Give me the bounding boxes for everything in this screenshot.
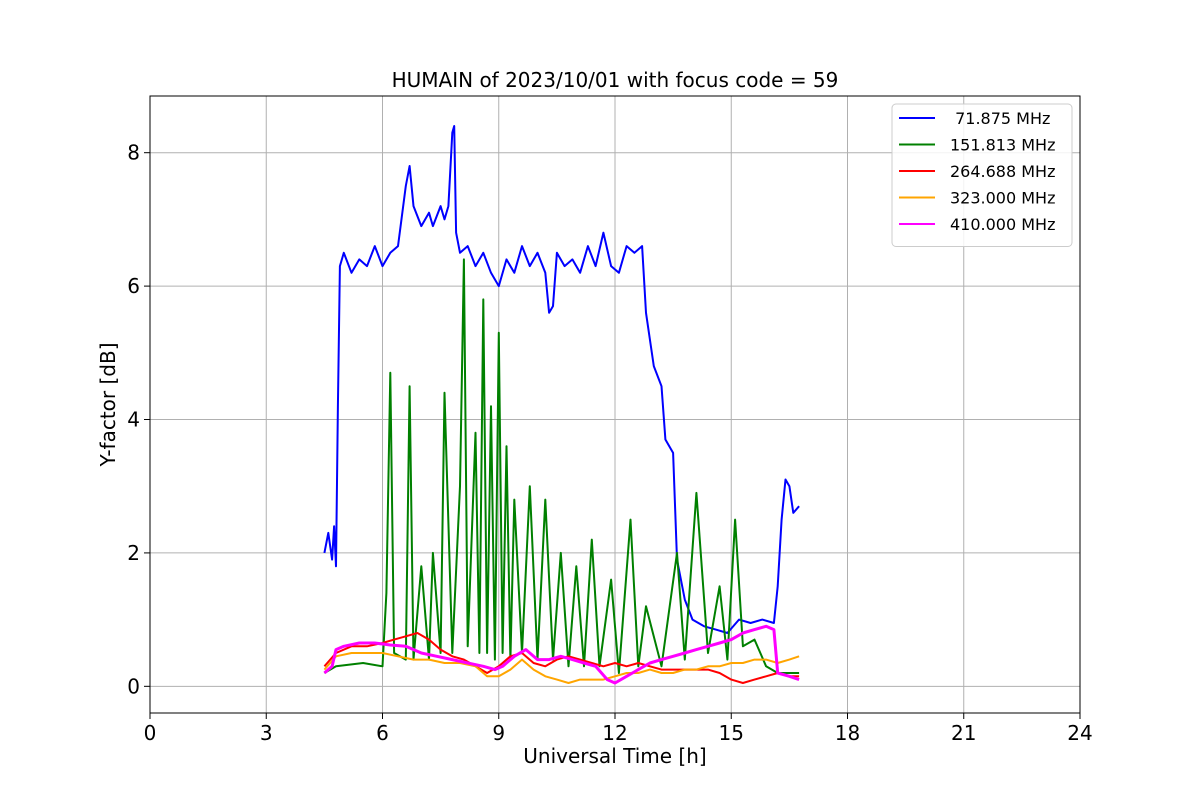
series-line (323, 652, 800, 684)
series-line (323, 258, 800, 674)
x-tick-label: 15 (719, 721, 744, 745)
series-lines (323, 125, 800, 685)
x-tick-label: 24 (1067, 721, 1092, 745)
legend-label: 264.688 MHz (950, 162, 1055, 181)
x-tick-label: 6 (376, 721, 389, 745)
legend-label: 410.000 MHz (950, 215, 1055, 234)
x-tick-label: 21 (951, 721, 976, 745)
y-tick-label: 2 (127, 541, 140, 565)
legend-label: 323.000 MHz (950, 189, 1055, 208)
y-axis-ticks: 0 2 4 6 8 (127, 141, 150, 698)
series-line (323, 125, 800, 634)
y-tick-label: 6 (127, 274, 140, 298)
x-axis-label: Universal Time [h] (523, 744, 706, 768)
legend-label: 71.875 MHz (950, 109, 1050, 128)
x-tick-label: 3 (260, 721, 273, 745)
x-tick-label: 18 (835, 721, 860, 745)
chart-title: HUMAIN of 2023/10/01 with focus code = 5… (392, 68, 839, 92)
x-tick-label: 9 (492, 721, 505, 745)
x-tick-label: 12 (602, 721, 627, 745)
legend: 71.875 MHz 151.813 MHz 264.688 MHz 323.000 … (891, 103, 1073, 247)
legend-label: 151.813 MHz (950, 136, 1055, 155)
x-axis-ticks: 0 3 6 9 12 15 18 21 24 (144, 713, 1093, 745)
series-line (323, 632, 800, 684)
y-tick-label: 4 (127, 408, 140, 432)
y-axis-label: Y-factor [dB] (96, 342, 120, 467)
y-tick-label: 0 (127, 674, 140, 698)
legend-box (891, 103, 1073, 247)
y-tick-label: 8 (127, 141, 140, 165)
series-line (323, 624, 800, 685)
x-tick-label: 0 (144, 721, 157, 745)
